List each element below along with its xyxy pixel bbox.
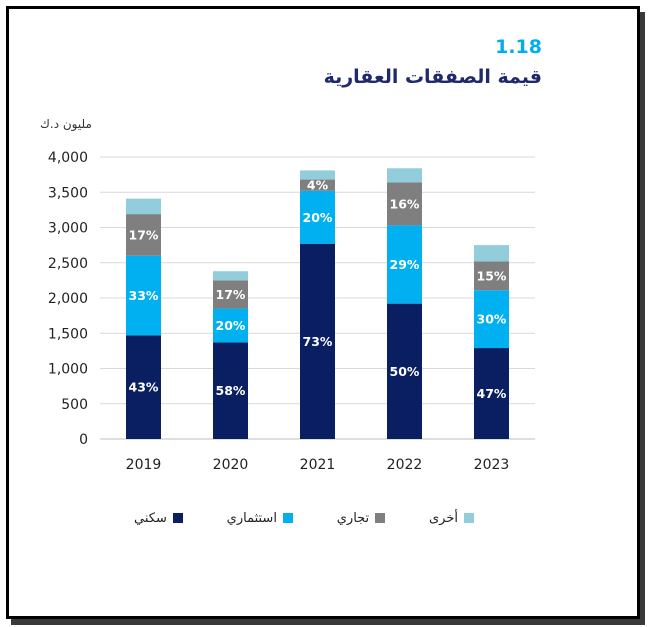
- legend-item-commercial: تجاري: [336, 510, 386, 526]
- data-label: 30%: [477, 312, 507, 327]
- x-tick-label: 2022: [387, 457, 423, 473]
- x-tick-label: 2019: [126, 457, 162, 473]
- bar-segment: [300, 243, 335, 439]
- data-label: 20%: [216, 318, 246, 333]
- bar-segment: [300, 179, 335, 191]
- y-tick-label: 1,000: [48, 362, 88, 378]
- data-label: 17%: [129, 227, 159, 242]
- x-tick-label: 2021: [300, 457, 336, 473]
- bar-segment: [126, 335, 161, 439]
- legend-item-investment: استثماري: [227, 511, 293, 526]
- data-label: 16%: [390, 196, 420, 211]
- bar-segment: [213, 280, 248, 309]
- bar-segment: [126, 214, 161, 256]
- y-tick-label: 3,000: [48, 221, 88, 237]
- figure-title: قيمة الصفقات العقارية: [323, 66, 542, 88]
- y-axis-unit-label: مليون د.ك: [40, 117, 92, 131]
- y-tick-label: 500: [61, 397, 88, 413]
- y-tick-label: 1,500: [48, 326, 88, 342]
- bar-segment: [474, 245, 509, 262]
- data-label: 43%: [129, 380, 159, 395]
- chart-legend: سكني استثماري تجاري أخرى: [134, 508, 474, 528]
- x-tick-label: 2023: [474, 457, 510, 473]
- bar-segment: [126, 198, 161, 215]
- data-label: 33%: [129, 288, 159, 303]
- legend-swatch-commercial: [375, 513, 386, 523]
- legend-swatch-other: [464, 513, 474, 523]
- bar-segment: [300, 190, 335, 244]
- data-label: 58%: [216, 383, 246, 398]
- bar-segment: [387, 168, 422, 183]
- bar-segment: [213, 342, 248, 439]
- legend-swatch-residential: [172, 513, 183, 523]
- legend-label-investment: استثماري: [226, 510, 277, 526]
- bar-segment: [474, 348, 509, 439]
- figure-number: 1.18: [495, 36, 542, 58]
- bar-segment: [387, 182, 422, 226]
- data-label: 73%: [303, 334, 333, 349]
- bar-segment: [126, 255, 161, 336]
- x-tick-label: 2020: [213, 457, 249, 473]
- y-tick-label: 0: [79, 432, 88, 448]
- legend-item-other: أخرى: [429, 511, 474, 526]
- y-tick-label: 4,000: [48, 150, 88, 166]
- legend-item-residential: سكني: [134, 511, 183, 526]
- data-label: 29%: [390, 257, 420, 272]
- bar-segment: [213, 308, 248, 343]
- bar-segment: [213, 271, 248, 281]
- legend-swatch-investment: [282, 513, 293, 523]
- bar-segment: [474, 261, 509, 291]
- y-tick-label: 2,500: [48, 256, 88, 272]
- bar-segment: [387, 225, 422, 304]
- legend-label-commercial: تجاري: [336, 510, 370, 526]
- bar-segment: [474, 290, 509, 349]
- data-label: 50%: [390, 364, 420, 379]
- data-label: 4%: [307, 178, 329, 193]
- data-label: 20%: [303, 210, 333, 225]
- y-tick-label: 2,000: [48, 291, 88, 307]
- data-label: 15%: [477, 268, 507, 283]
- legend-label-other: أخرى: [429, 510, 458, 526]
- data-label: 17%: [216, 287, 246, 302]
- y-tick-label: 3,500: [48, 185, 88, 201]
- data-label: 47%: [477, 386, 507, 401]
- bar-segment: [300, 170, 335, 180]
- legend-label-residential: سكني: [134, 510, 167, 526]
- bar-segment: [387, 303, 422, 439]
